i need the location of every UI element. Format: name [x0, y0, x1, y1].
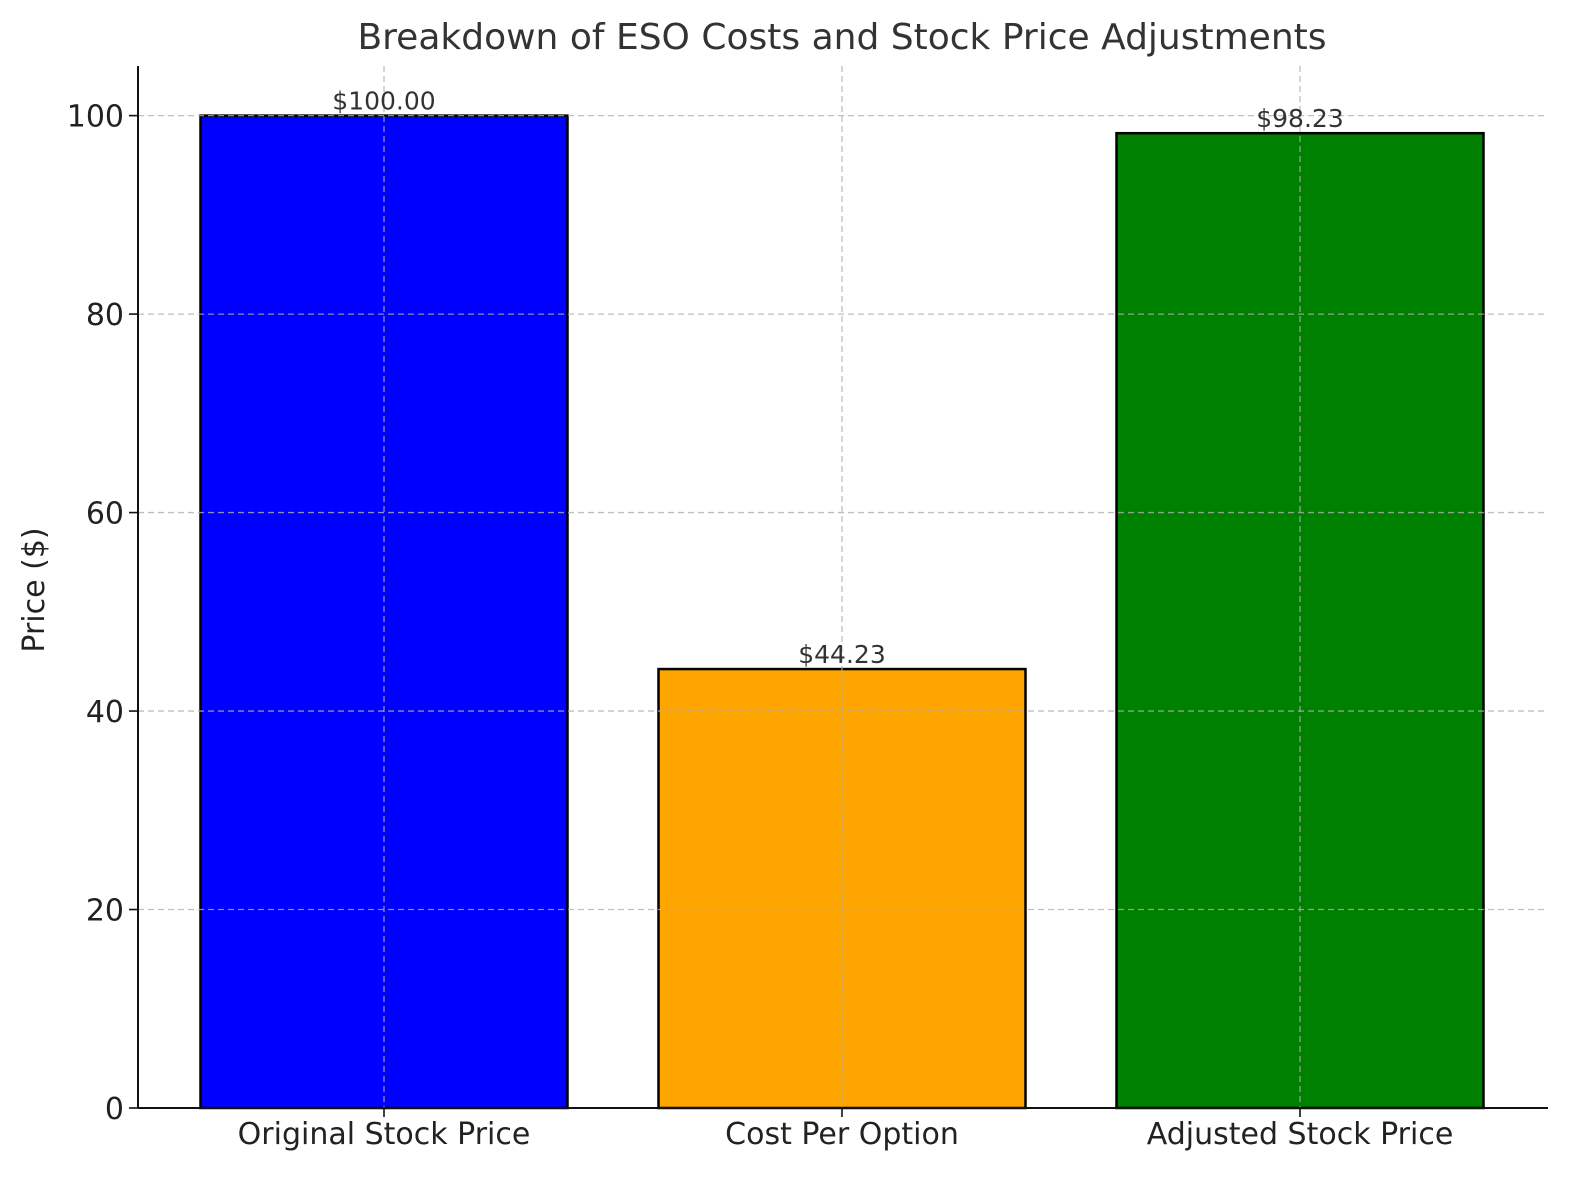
chart-title: Breakdown of ESO Costs and Stock Price A…: [357, 17, 1326, 58]
data-label: $98.23: [1256, 104, 1343, 133]
y-tick-label: 100: [67, 100, 124, 135]
labels-layer: 0 20 40 60 80 100 Original Stock Price Cost Per…: [67, 87, 1454, 1152]
y-tick-label: 0: [105, 1092, 124, 1127]
x-tick-label: Original Stock Price: [238, 1117, 531, 1152]
y-tick-label: 60: [86, 497, 124, 532]
data-label: $44.23: [798, 640, 885, 669]
axes-layer: [129, 66, 1548, 1117]
y-tick-label: 40: [86, 695, 124, 730]
x-tick-label: Adjusted Stock Price: [1147, 1117, 1454, 1152]
x-tick-label: Cost Per Option: [725, 1117, 959, 1152]
y-tick-label: 80: [86, 298, 124, 333]
grid-layer: [138, 66, 1548, 1108]
y-tick-label: 20: [86, 894, 124, 929]
data-label: $100.00: [332, 87, 435, 116]
y-axis-label: Price ($): [17, 527, 52, 652]
